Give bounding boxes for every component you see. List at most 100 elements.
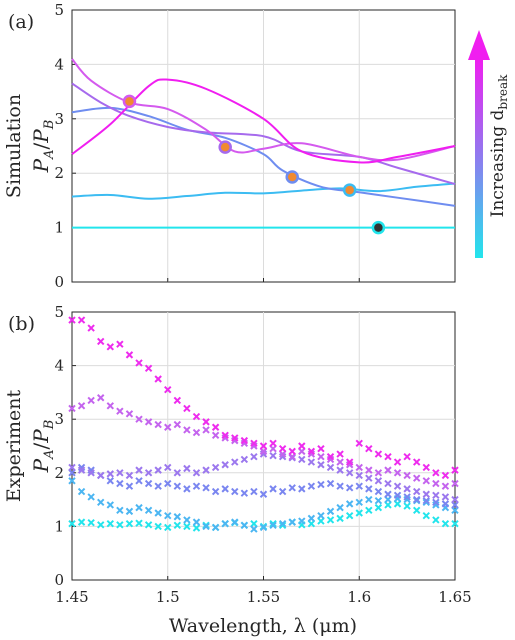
- data-point: [116, 340, 124, 348]
- data-point: [97, 498, 105, 506]
- data-point: [202, 418, 210, 426]
- data-point: [173, 469, 182, 477]
- data-point: [374, 450, 383, 458]
- data-point: [183, 464, 191, 473]
- data-point: [336, 503, 344, 512]
- data-point: [87, 518, 95, 527]
- colorbar-label: Increasing dbreak: [488, 74, 510, 217]
- data-point: [451, 495, 459, 504]
- data-point: [164, 523, 172, 532]
- data-point: [68, 477, 76, 485]
- data-point: [345, 458, 354, 466]
- data-point: [269, 451, 277, 460]
- data-point: [336, 450, 344, 458]
- data-point: [87, 493, 95, 501]
- data-point: [173, 513, 182, 521]
- data-point: [412, 495, 421, 504]
- data-point: [173, 482, 182, 490]
- data-point: [298, 442, 306, 450]
- y-tick-label: 2: [54, 164, 64, 182]
- data-point: [116, 521, 124, 529]
- data-point: [422, 477, 430, 485]
- data-point: [326, 516, 335, 524]
- colorbar-label-subscript: break: [496, 74, 510, 110]
- data-point: [164, 386, 172, 394]
- data-point: [135, 519, 143, 527]
- data-point: [144, 418, 153, 426]
- data-point: [384, 490, 392, 498]
- data-point: [365, 466, 373, 474]
- data-point: [451, 479, 459, 488]
- data-point: [298, 455, 306, 464]
- data-point: [403, 485, 411, 493]
- series-marker: [371, 220, 386, 235]
- data-point: [211, 463, 220, 472]
- data-point: [183, 404, 191, 413]
- data-point: [422, 511, 430, 520]
- data-point: [192, 469, 201, 477]
- colorbar: Increasing dbreak: [468, 30, 510, 258]
- series-line: [71, 182, 456, 200]
- data-point: [77, 402, 86, 410]
- data-point: [125, 471, 134, 480]
- colorbar-arrowhead: [468, 30, 490, 60]
- data-point: [68, 463, 76, 472]
- data-point: [374, 496, 383, 505]
- data-point: [68, 520, 76, 528]
- x-tick-label: 1.5: [156, 588, 180, 606]
- y-tick-label: 4: [54, 357, 64, 375]
- colorbar-shaft: [475, 58, 483, 258]
- data-point: [135, 359, 143, 367]
- data-point: [164, 423, 172, 431]
- data-point: [393, 458, 402, 466]
- data-point: [412, 487, 421, 496]
- data-point: [231, 434, 239, 442]
- data-point: [231, 487, 239, 496]
- data-point: [355, 509, 363, 517]
- data-point: [393, 482, 402, 490]
- data-point: [365, 474, 373, 482]
- series-marker: [218, 140, 232, 154]
- panel-b-ylabel-line1: Experiment: [3, 390, 25, 503]
- data-point: [144, 506, 153, 515]
- data-point: [116, 506, 124, 515]
- data-point: [269, 439, 277, 448]
- data-point: [192, 428, 201, 437]
- data-point: [365, 444, 373, 453]
- data-point: [77, 316, 86, 324]
- data-point: [183, 522, 191, 531]
- y-tick-label: 4: [54, 55, 64, 73]
- data-point: [345, 511, 354, 520]
- data-point: [288, 447, 296, 456]
- y-tick-label: 1: [54, 517, 64, 535]
- panel-b-ylabel-math: PA/PB: [29, 420, 57, 474]
- data-point: [221, 431, 229, 439]
- data-point: [77, 487, 86, 496]
- data-point: [326, 479, 335, 488]
- data-point: [393, 469, 402, 477]
- data-point: [355, 498, 363, 506]
- data-point: [97, 521, 105, 529]
- data-point: [87, 469, 95, 477]
- data-point: [412, 474, 421, 482]
- data-point: [403, 471, 411, 480]
- data-point: [288, 518, 296, 526]
- data-point: [192, 482, 201, 490]
- data-point: [231, 458, 239, 466]
- data-point: [384, 479, 392, 488]
- data-point: [211, 431, 220, 439]
- data-point: [365, 485, 373, 493]
- data-point: [116, 479, 124, 488]
- data-point: [240, 521, 249, 530]
- data-point: [307, 447, 316, 456]
- data-point: [355, 463, 363, 472]
- data-point: [317, 480, 325, 489]
- data-point: [365, 506, 373, 515]
- data-point: [144, 469, 153, 477]
- data-point: [106, 477, 115, 485]
- data-point: [432, 498, 440, 506]
- y-tick-label: 3: [54, 410, 64, 428]
- data-point: [202, 466, 210, 474]
- data-point: [374, 469, 383, 477]
- data-point: [412, 458, 421, 466]
